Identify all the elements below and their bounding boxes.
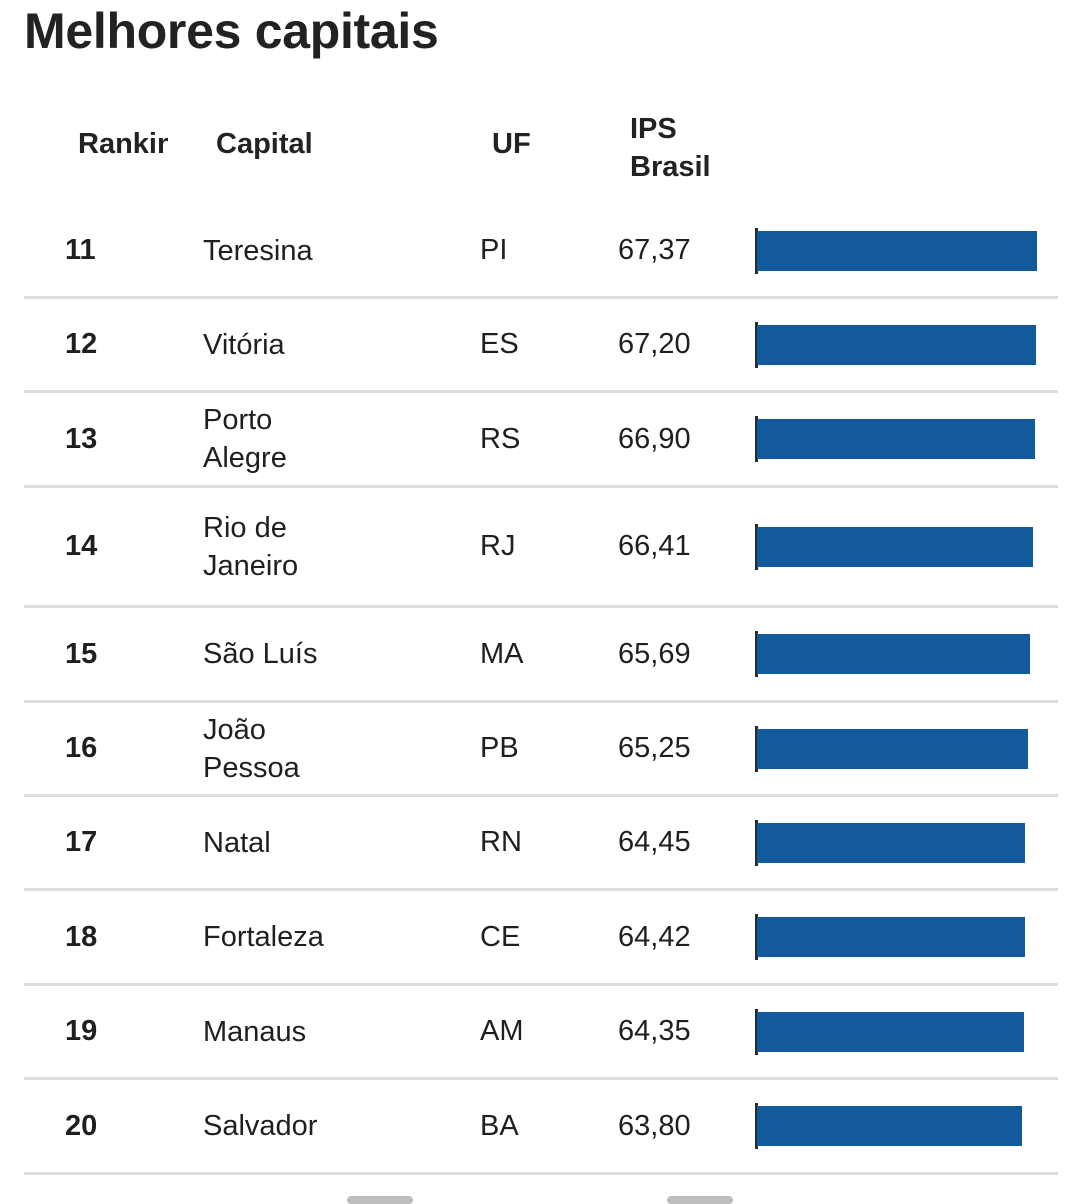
column-header-ips-line1: IPS	[630, 113, 677, 145]
capital-cell: Teresina	[203, 234, 313, 267]
ips-bar	[757, 419, 1035, 459]
ips-bar	[757, 1012, 1024, 1052]
column-header-uf[interactable]: UF	[492, 128, 531, 160]
bar-baseline	[755, 1009, 758, 1055]
column-header-capital[interactable]: Capital	[216, 128, 313, 160]
uf-cell: BA	[480, 1109, 519, 1142]
rank-cell: 16	[65, 732, 98, 764]
uf-cell: RN	[480, 826, 522, 858]
rank-cell: 20	[65, 1109, 98, 1142]
uf-cell: RS	[480, 422, 521, 455]
ips-value-label: 65,69	[618, 637, 691, 670]
page-title: Melhores capitais	[24, 3, 439, 59]
capital-cell: Fortaleza	[203, 921, 324, 953]
rank-cell: 14	[65, 530, 98, 562]
ips-bar	[757, 634, 1030, 674]
ips-bar	[757, 1106, 1022, 1146]
uf-cell: RJ	[480, 530, 516, 562]
uf-cell: ES	[480, 328, 519, 360]
table-row: 16 João Pessoa PB 65,25	[24, 703, 1058, 797]
ips-value-label: 64,35	[618, 1015, 691, 1047]
column-header-ips-line2: Brasil	[630, 151, 711, 183]
pagination-handle-right[interactable]	[667, 1196, 733, 1204]
bar-baseline	[755, 524, 758, 570]
table-row: 20 Salvador BA 63,80	[24, 1080, 1058, 1175]
table-row: 13 Porto Alegre RS 66,90	[24, 393, 1058, 488]
uf-cell: CE	[480, 920, 521, 953]
rank-cell: 15	[65, 637, 98, 670]
ips-value-label: 64,42	[618, 920, 691, 953]
uf-cell: MA	[480, 637, 524, 670]
ips-value-label: 66,90	[618, 422, 691, 455]
rank-cell: 11	[65, 234, 96, 266]
capital-cell: Porto Alegre	[203, 404, 287, 474]
capital-cell: Manaus	[203, 1015, 307, 1048]
column-header-rank[interactable]: Ranking	[78, 128, 168, 160]
table-row: 11 Teresina PI 67,37	[24, 205, 1058, 299]
bar-baseline	[755, 631, 758, 677]
table-row: 12 Vitória ES 67,20	[24, 299, 1058, 393]
rank-cell: 17	[65, 826, 98, 858]
bar-baseline	[755, 322, 758, 368]
column-header-ips[interactable]: IPS Brasil	[630, 110, 711, 186]
ips-value-label: 65,25	[618, 732, 691, 764]
capital-cell: Rio de Janeiro	[203, 511, 299, 582]
table-row: 19 Manaus AM 64,35	[24, 986, 1058, 1080]
ips-bar	[757, 823, 1025, 863]
bar-baseline	[755, 726, 758, 772]
ips-bar	[757, 527, 1033, 567]
capital-cell: São Luís	[203, 638, 318, 670]
table-row: 17 Natal RN 64,45	[24, 797, 1058, 891]
ips-value-label: 67,37	[618, 234, 691, 266]
ips-value-label: 64,45	[618, 826, 691, 858]
ips-value-label: 63,80	[618, 1109, 691, 1142]
capital-cell: João Pessoa	[203, 713, 300, 784]
ips-value-label: 67,20	[618, 328, 691, 360]
bar-baseline	[755, 1103, 758, 1149]
table-row: 18 Fortaleza CE 64,42	[24, 891, 1058, 986]
ips-bar	[757, 729, 1028, 769]
capital-cell: Salvador	[203, 1110, 318, 1142]
rank-cell: 19	[65, 1015, 98, 1047]
rank-cell: 12	[65, 328, 98, 360]
bar-baseline	[755, 228, 758, 274]
bar-baseline	[755, 914, 758, 960]
ips-value-label: 66,41	[618, 530, 691, 562]
uf-cell: PI	[480, 234, 508, 266]
bar-baseline	[755, 416, 758, 462]
capital-cell: Vitória	[203, 328, 285, 361]
rank-cell: 18	[65, 920, 98, 953]
uf-cell: PB	[480, 732, 519, 764]
table-row: 15 São Luís MA 65,69	[24, 608, 1058, 703]
ips-bar	[757, 917, 1025, 957]
uf-cell: AM	[480, 1015, 524, 1047]
bar-baseline	[755, 820, 758, 866]
ips-bar	[757, 231, 1037, 271]
capital-cell: Natal	[203, 826, 271, 859]
rank-cell: 13	[65, 422, 98, 455]
pagination-handle-left[interactable]	[347, 1196, 413, 1204]
table-row: 14 Rio de Janeiro RJ 66,41	[24, 488, 1058, 608]
ips-bar	[757, 325, 1036, 365]
